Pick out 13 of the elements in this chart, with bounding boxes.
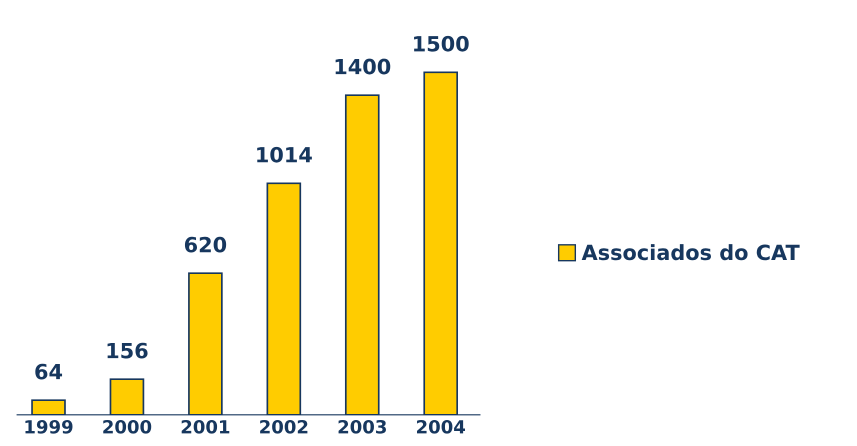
x-tick-label: 2004 [417, 420, 465, 434]
data-label: 156 [108, 342, 148, 358]
x-tick-label: 1999 [25, 420, 72, 434]
data-label: 1014 [257, 146, 312, 163]
data-label: 64 [35, 364, 62, 380]
x-tick-label: 2003 [338, 420, 386, 434]
data-label: 1400 [336, 58, 390, 74]
data-label: 1500 [414, 36, 469, 52]
data-label: 620 [184, 236, 226, 253]
x-tick-label: 2001 [182, 420, 230, 434]
legend-label: Associados do CAT [582, 244, 800, 260]
x-tick-label: 2000 [103, 420, 152, 434]
x-tick-label: 2002 [260, 420, 308, 434]
